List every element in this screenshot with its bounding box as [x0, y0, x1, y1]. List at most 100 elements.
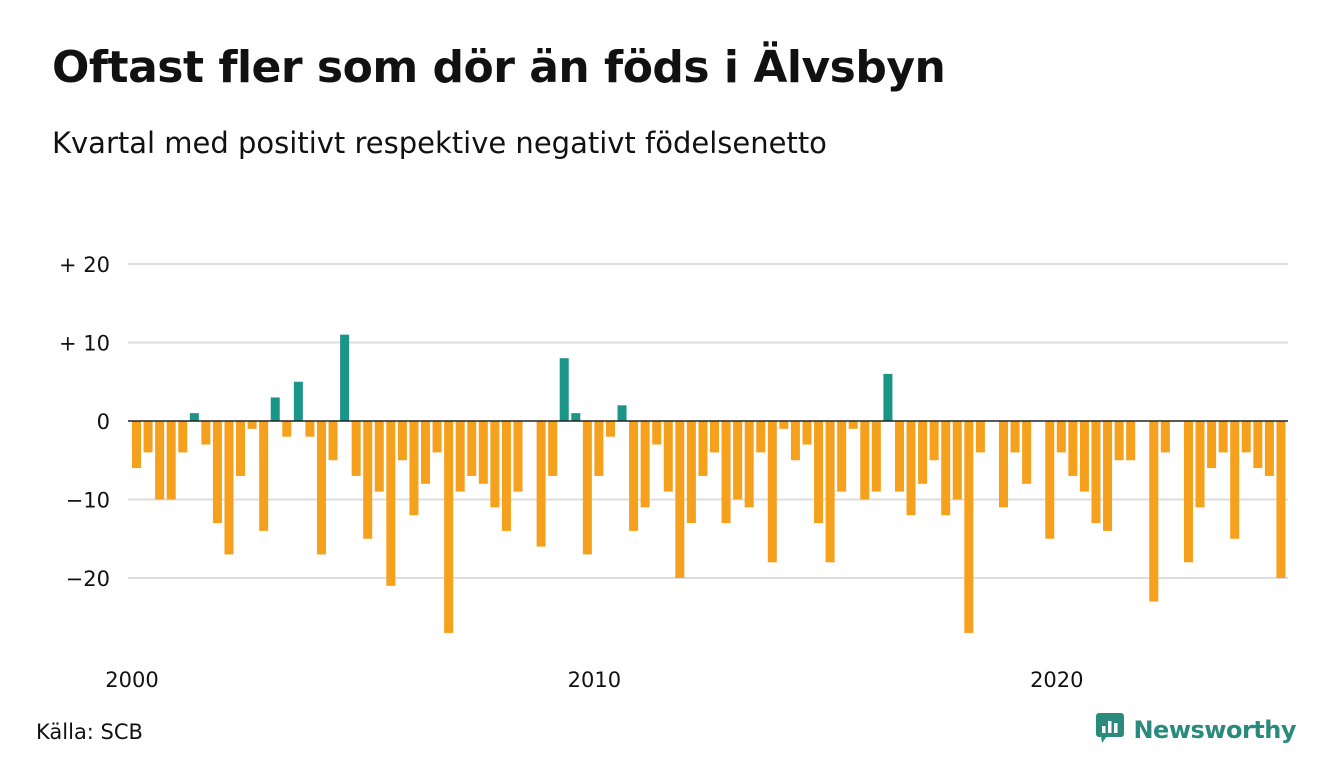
bar [513, 421, 523, 492]
bar [1207, 421, 1217, 469]
bar [455, 421, 465, 492]
bar [605, 421, 615, 437]
bar [698, 421, 708, 476]
bar [594, 421, 604, 476]
bar [756, 421, 766, 453]
bar [397, 421, 407, 461]
bars [132, 334, 1286, 633]
bar [686, 421, 696, 524]
bar [1253, 421, 1263, 469]
bar [386, 421, 396, 586]
bar [790, 421, 800, 461]
bar [409, 421, 419, 516]
bar [189, 413, 199, 421]
bar [1230, 421, 1240, 539]
bar [155, 421, 165, 500]
bar [1045, 421, 1055, 539]
bar [1068, 421, 1078, 476]
bar [964, 421, 974, 633]
y-axis-tick-labels: + 20 + 10 0 −10 −20 [59, 253, 110, 591]
bar [374, 421, 384, 492]
bar [282, 421, 292, 437]
bar [941, 421, 951, 516]
bar [744, 421, 754, 508]
bar [952, 421, 962, 500]
x-axis-tick-labels: 2000 2010 2020 [105, 668, 1083, 692]
bar [201, 421, 211, 445]
bar [640, 421, 650, 508]
bar [259, 421, 269, 531]
bar [1264, 421, 1274, 476]
bar [1126, 421, 1136, 461]
bar [848, 421, 858, 429]
bar [894, 421, 904, 492]
bar [340, 334, 350, 421]
bar [1160, 421, 1170, 453]
bar [814, 421, 824, 524]
bar [444, 421, 454, 633]
bar [883, 373, 893, 421]
bar [837, 421, 847, 492]
bar [328, 421, 338, 461]
bar [779, 421, 789, 429]
bar [860, 421, 870, 500]
bar [1195, 421, 1205, 508]
bar [767, 421, 777, 563]
bar [1149, 421, 1159, 602]
bar [351, 421, 361, 476]
bar [270, 397, 280, 421]
bar [421, 421, 431, 484]
bar [733, 421, 743, 500]
bar [652, 421, 662, 445]
bar [675, 421, 685, 578]
brand-logo[interactable]: Newsworthy [1095, 712, 1296, 748]
bar [132, 421, 142, 469]
source-note: Källa: SCB [36, 720, 143, 744]
x-tick-label: 2020 [1030, 668, 1083, 692]
bar [906, 421, 916, 516]
bar [1091, 421, 1101, 524]
bar [490, 421, 500, 508]
bar [871, 421, 881, 492]
bar [316, 421, 326, 555]
brand-name: Newsworthy [1133, 716, 1296, 744]
x-tick-label: 2000 [105, 668, 158, 692]
bar-chart: + 20 + 10 0 −10 −20 2000 2010 2020 [59, 253, 1288, 692]
bar [559, 358, 569, 421]
bar [1010, 421, 1020, 453]
bar [710, 421, 720, 453]
bar [432, 421, 442, 453]
y-tick-label: −20 [66, 567, 110, 591]
bar [582, 421, 592, 555]
bar [247, 421, 257, 429]
bar [802, 421, 812, 445]
bar [571, 413, 581, 421]
bar [467, 421, 477, 476]
bar [663, 421, 673, 492]
y-tick-label: + 20 [59, 253, 110, 277]
bar [721, 421, 731, 524]
y-tick-label: + 10 [59, 332, 110, 356]
bar [999, 421, 1009, 508]
bar [975, 421, 985, 453]
bar [548, 421, 558, 476]
newsworthy-logo-icon [1095, 712, 1125, 748]
bar [1056, 421, 1066, 453]
bar [1218, 421, 1228, 453]
bar [166, 421, 176, 500]
bar [1183, 421, 1193, 563]
bar [212, 421, 222, 524]
bar [1114, 421, 1124, 461]
bar [617, 405, 627, 421]
bar [363, 421, 373, 539]
bar [918, 421, 928, 484]
bar [1241, 421, 1251, 453]
bar [1276, 421, 1286, 578]
bar [1103, 421, 1113, 531]
bar [305, 421, 315, 437]
bar [1022, 421, 1032, 484]
bar [178, 421, 188, 453]
bar [536, 421, 546, 547]
bar [224, 421, 234, 555]
x-tick-label: 2010 [568, 668, 621, 692]
